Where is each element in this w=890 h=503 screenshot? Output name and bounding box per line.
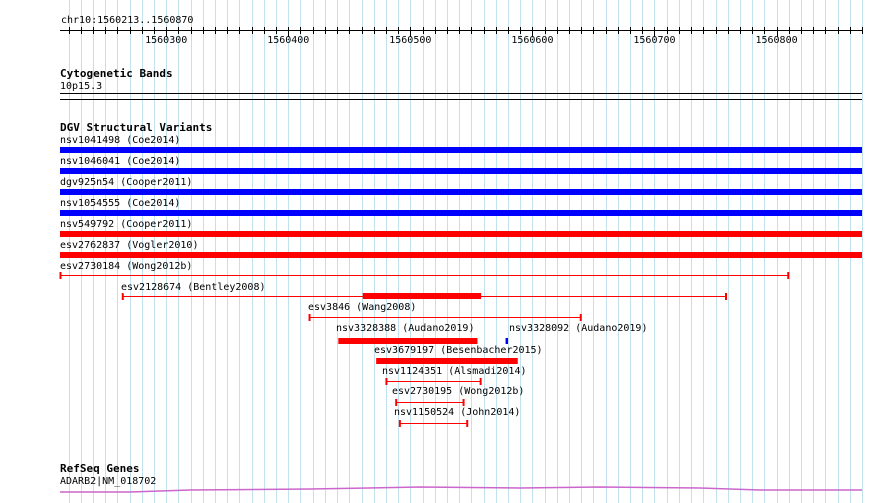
variant-bar[interactable]	[60, 252, 862, 258]
variant-label[interactable]: esv3846 (Wang2008)	[308, 302, 417, 313]
gene-feature-line	[60, 486, 862, 493]
ruler-tick-label: 1560800	[755, 35, 798, 46]
ruler-tick-label: 1560300	[145, 35, 188, 46]
track-title-dgv[interactable]: DGV Structural Variants	[60, 121, 213, 134]
variant-bar[interactable]	[60, 168, 862, 174]
variant-bar[interactable]	[60, 189, 862, 195]
variant-bar[interactable]	[376, 358, 518, 364]
track-title-cytoband[interactable]: Cytogenetic Bands	[60, 67, 173, 80]
region-label: chr10:1560213..1560870	[61, 15, 194, 26]
variant-label[interactable]: nsv1046041 (Coe2014)	[60, 156, 181, 167]
variant-label[interactable]: esv2730184 (Wong2012b)	[60, 261, 193, 272]
variant-bar[interactable]	[60, 147, 862, 153]
variant-interval[interactable]	[385, 378, 482, 385]
variant-interval[interactable]	[121, 293, 728, 300]
variant-label[interactable]: nsv3328092 (Audano2019)	[509, 323, 648, 334]
track-title-refseq[interactable]: RefSeq Genes	[60, 462, 140, 475]
variant-interval[interactable]	[59, 272, 790, 279]
variant-label[interactable]: dgv925n54 (Cooper2011)	[60, 177, 193, 188]
variant-label[interactable]: esv2730195 (Wong2012b)	[392, 386, 525, 397]
ruler-tick-label: 1560400	[267, 35, 310, 46]
variant-bar[interactable]	[60, 210, 862, 216]
variant-label[interactable]: esv2762837 (Vogler2010)	[60, 240, 199, 251]
variant-label[interactable]: nsv1054555 (Coe2014)	[60, 198, 181, 209]
variant-interval[interactable]	[308, 314, 582, 321]
variant-label[interactable]: esv3679197 (Besenbacher2015)	[374, 345, 543, 356]
cytoband-label: 10p15.3	[60, 81, 103, 92]
variant-core-bar	[362, 293, 482, 299]
variant-label[interactable]: esv2128674 (Bentley2008)	[121, 282, 266, 293]
gene-label: ADARB2|NM_018702	[60, 476, 157, 487]
variant-label[interactable]: nsv1041498 (Coe2014)	[60, 135, 181, 146]
variant-bar[interactable]	[505, 338, 508, 344]
variant-interval[interactable]	[395, 399, 465, 406]
ruler-tick-label: 1560500	[389, 35, 432, 46]
variant-interval[interactable]	[398, 420, 469, 427]
variant-label[interactable]: nsv549792 (Cooper2011)	[60, 219, 193, 230]
ruler-tick-label: 1560700	[633, 35, 676, 46]
variant-label[interactable]: nsv1124351 (Alsmadi2014)	[382, 366, 527, 377]
variant-label[interactable]: nsv3328388 (Audano2019)	[336, 323, 475, 334]
variant-label[interactable]: nsv1150524 (John2014)	[394, 407, 521, 418]
variant-bar[interactable]	[60, 231, 862, 237]
ruler-tick-label: 1560600	[511, 35, 554, 46]
variant-bar[interactable]	[338, 338, 478, 344]
